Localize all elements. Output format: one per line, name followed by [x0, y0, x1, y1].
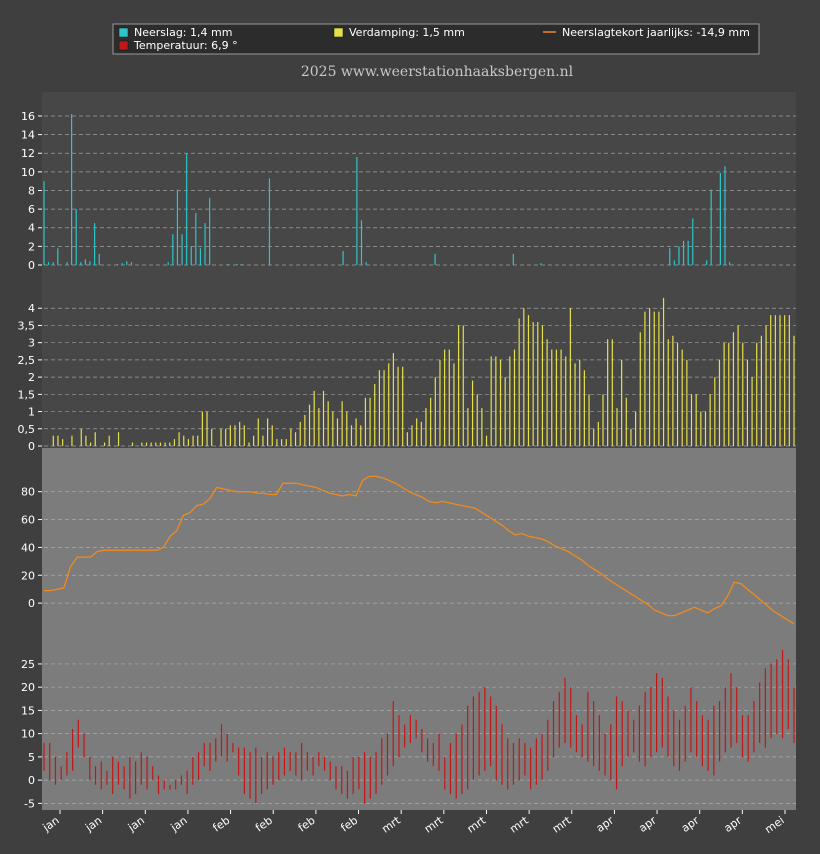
legend-label-precip: Neerslag: 1,4 mm	[134, 26, 232, 39]
ytick-label-temp: 0	[28, 774, 35, 787]
ytick-label-temp: 25	[21, 658, 35, 671]
chart-title: 2025 www.weerstationhaaksbergen.nl	[301, 64, 574, 80]
ytick-label-evap: 0,5	[18, 423, 36, 436]
ytick-label-temp: 10	[21, 728, 35, 741]
ytick-label-deficit: 0	[28, 597, 35, 610]
ytick-label-precip: 14	[21, 129, 35, 142]
ytick-label-evap: 1,5	[18, 388, 36, 401]
ytick-label-evap: 0	[28, 440, 35, 453]
panels: 024681012141600,511,522,533,54020406080-…	[18, 110, 796, 810]
legend-swatch-temp	[118, 40, 129, 51]
legend: Neerslag: 1,4 mm Verdamping: 1,5 mm Neer…	[112, 23, 760, 55]
ytick-label-evap: 2	[28, 371, 35, 384]
ytick-label-deficit: 60	[21, 514, 35, 527]
ytick-label-temp: 5	[28, 751, 35, 764]
legend-label-deficit: Neerslagtekort jaarlijks: -14,9 mm	[562, 26, 750, 39]
ytick-label-precip: 10	[21, 166, 35, 179]
ytick-label-precip: 16	[21, 110, 35, 123]
legend-swatch-precip	[118, 27, 129, 38]
legend-swatch-evap	[333, 27, 344, 38]
panel-deficit: 0 20 40 60 80	[21, 475, 796, 625]
ytick-label-evap: 3,5	[18, 319, 36, 332]
legend-label-evap: Verdamping: 1,5 mm	[349, 26, 465, 39]
ytick-label-temp: 15	[21, 704, 35, 717]
deficit-line	[44, 475, 795, 625]
ytick-label-deficit: 40	[21, 541, 35, 554]
plot-area-upper	[42, 92, 796, 448]
ytick-label-precip: 4	[28, 222, 35, 235]
ytick-label-deficit: 80	[21, 486, 35, 499]
ytick-label-deficit: 20	[21, 569, 35, 582]
panel-evap: 0 0,5 1 1,5 2 2,5 3 3,5 4	[18, 297, 796, 453]
ytick-label-precip: 0	[28, 259, 35, 272]
panel-temp: -5 0 5 10 15 20 25	[21, 650, 796, 810]
ytick-label-evap: 1	[28, 406, 35, 419]
plot-area-lower	[42, 448, 796, 810]
ytick-label-temp: -5	[24, 797, 35, 810]
ytick-label-precip: 2	[28, 240, 35, 253]
legend-label-temp: Temperatuur: 6,9 °	[133, 39, 238, 52]
panel-precip: 0 2 4 6 8 10 12 14 16	[21, 110, 796, 272]
ytick-label-evap: 3	[28, 337, 35, 350]
legend-box	[112, 23, 760, 55]
ytick-label-precip: 6	[28, 203, 35, 216]
ytick-label-temp: 20	[21, 681, 35, 694]
ytick-label-evap: 4	[28, 302, 35, 315]
ytick-label-precip: 12	[21, 147, 35, 160]
ytick-label-precip: 8	[28, 184, 35, 197]
ytick-label-evap: 2,5	[18, 354, 36, 367]
